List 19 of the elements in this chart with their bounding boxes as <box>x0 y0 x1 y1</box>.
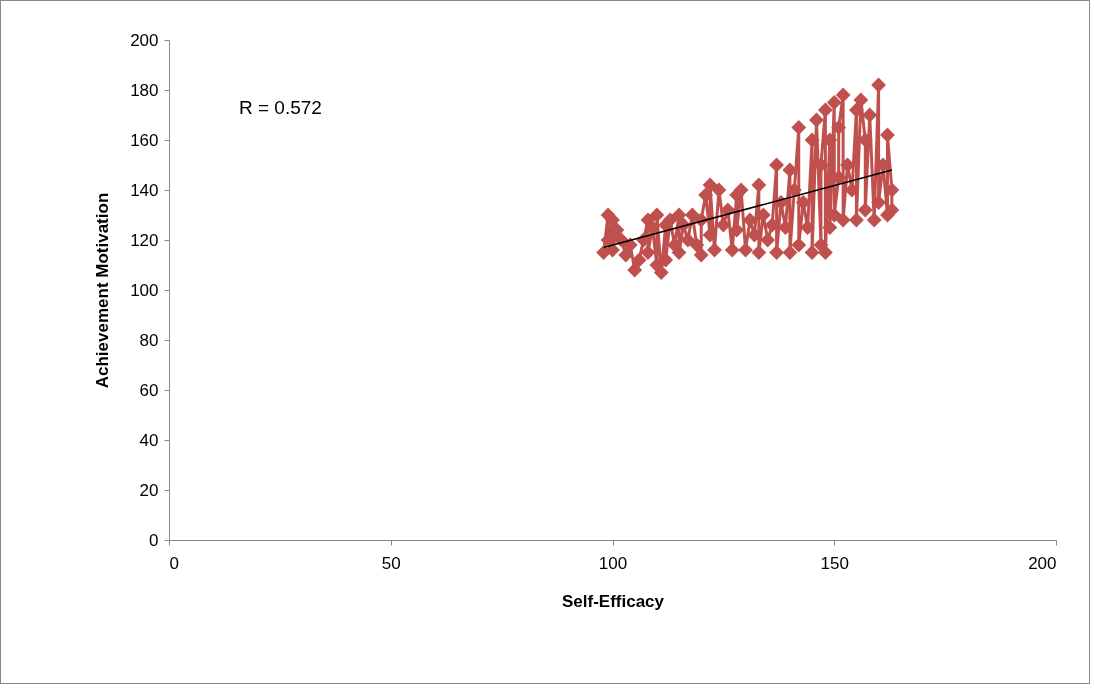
y-tick-label: 40 <box>139 430 159 450</box>
y-tick-label: 80 <box>139 330 159 350</box>
y-tick-label: 160 <box>130 130 159 150</box>
x-tick-label: 0 <box>169 553 179 573</box>
x-axis-title: Self-Efficacy <box>561 591 665 611</box>
y-tick-label: 120 <box>130 230 159 250</box>
y-tick-label: 140 <box>130 180 159 200</box>
x-tick-label: 50 <box>381 553 401 573</box>
y-tick-label: 200 <box>130 30 159 50</box>
y-tick-label: 180 <box>130 80 159 100</box>
y-tick-label: 100 <box>130 280 159 300</box>
x-tick-label: 200 <box>1028 553 1057 573</box>
x-tick-label: 150 <box>820 553 849 573</box>
y-tick-label: 0 <box>149 530 159 550</box>
y-axis-title: Achievement Motivation <box>93 192 113 389</box>
annotation: R = 0.572 <box>239 97 322 118</box>
x-tick-label: 100 <box>598 553 628 573</box>
y-tick-label: 20 <box>139 480 159 500</box>
y-tick-label: 60 <box>139 380 159 400</box>
